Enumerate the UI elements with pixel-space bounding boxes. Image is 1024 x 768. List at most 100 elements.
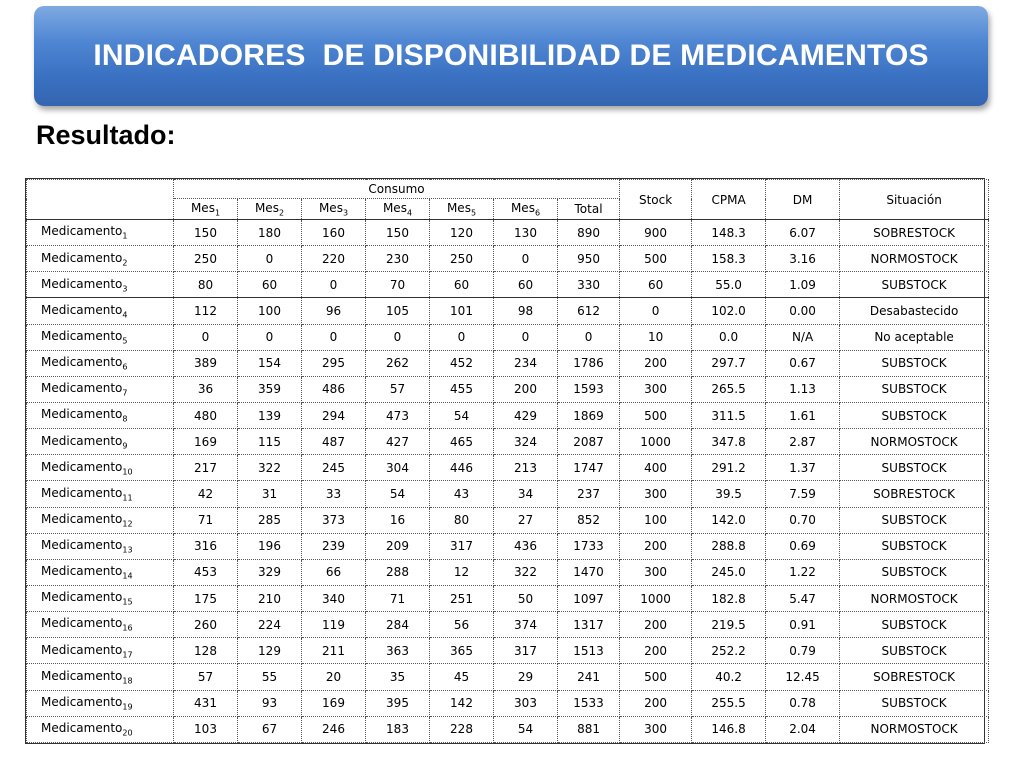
table-row: Medicamento10 217 322 245 304 446 213 1747 400 29… xyxy=(26,454,990,482)
medicine-name-cell: Medicamento5 xyxy=(26,323,174,351)
month-4-value: 230 xyxy=(365,245,430,273)
month-5-value: 455 xyxy=(429,375,494,403)
medicine-name-cell: Medicamento11 xyxy=(26,480,174,508)
situacion-value: NORMOSTOCK xyxy=(839,584,990,613)
total-value: 1593 xyxy=(556,375,621,403)
medicine-number: 12 xyxy=(122,519,133,529)
situacion-value: NORMOSTOCK xyxy=(839,715,990,744)
month-3-value: 340 xyxy=(301,584,366,613)
table-row: Medicamento13 316 196 239 209 317 436 1733 200 28… xyxy=(26,532,990,560)
month-2-value: 359 xyxy=(237,375,302,403)
medicine-number: 10 xyxy=(122,467,133,477)
dm-value: 1.09 xyxy=(765,271,841,299)
month-5-value: 60 xyxy=(429,271,494,299)
total-value: 852 xyxy=(556,506,621,534)
header-consumo: Consumo xyxy=(172,179,621,199)
month-3-value: 294 xyxy=(301,401,366,430)
month-4-value: 54 xyxy=(365,480,430,508)
cpma-value: 219.5 xyxy=(691,611,767,639)
cpma-value: 146.8 xyxy=(691,715,767,744)
medicine-name-cell: Medicamento7 xyxy=(26,375,174,403)
dm-value: 6.07 xyxy=(765,218,841,247)
month-4-value: 284 xyxy=(365,611,430,639)
month-2-value: 154 xyxy=(237,349,302,377)
month-6-value: 200 xyxy=(493,375,558,403)
month-6-value: 34 xyxy=(493,480,558,508)
stock-value: 1000 xyxy=(619,428,693,456)
month-3-value: 20 xyxy=(301,663,366,691)
total-value: 2087 xyxy=(556,428,621,456)
month-1-value: 36 xyxy=(173,375,238,403)
total-value: 612 xyxy=(556,297,621,325)
medicine-name: Medicamento xyxy=(41,564,123,579)
stock-value: 60 xyxy=(619,271,693,299)
medicine-name-cell: Medicamento9 xyxy=(26,428,174,456)
month-4-value: 304 xyxy=(365,454,430,482)
cpma-value: 39.5 xyxy=(691,480,767,508)
medicine-name-cell: Medicamento17 xyxy=(26,637,174,665)
medicine-name-cell: Medicamento1 xyxy=(26,218,174,247)
month-3-value: 0 xyxy=(301,271,366,299)
medicine-name: Medicamento xyxy=(41,276,123,291)
month-5-value: 54 xyxy=(429,401,494,430)
month-2-value: 285 xyxy=(237,506,302,534)
stock-value: 200 xyxy=(619,689,693,717)
header-month-number: 3 xyxy=(342,208,349,218)
medicine-name: Medicamento xyxy=(41,250,123,265)
dm-value: 1.61 xyxy=(765,401,841,430)
header-total: Total xyxy=(556,198,621,220)
table-row: Medicamento17 128 129 211 363 365 317 1513 200 25… xyxy=(26,637,990,665)
month-4-value: 209 xyxy=(365,532,430,560)
header-dm: DM xyxy=(765,179,841,220)
month-6-value: 27 xyxy=(493,506,558,534)
header-month-label: Mes xyxy=(318,200,343,215)
stock-value: 500 xyxy=(619,401,693,430)
situacion-value: SUBSTOCK xyxy=(839,271,990,299)
month-5-value: 251 xyxy=(429,584,494,613)
medicine-name: Medicamento xyxy=(41,433,123,448)
month-1-value: 175 xyxy=(173,584,238,613)
month-1-value: 260 xyxy=(173,611,238,639)
header-row-2: Mes1 Mes2 Mes3 Mes4 Mes5 Mes6 Total xyxy=(27,198,989,220)
medicine-number: 14 xyxy=(122,571,133,581)
medicine-name-cell: Medicamento14 xyxy=(26,558,174,586)
month-1-value: 480 xyxy=(173,401,238,430)
medicine-name-cell: Medicamento16 xyxy=(26,611,174,639)
stock-value: 300 xyxy=(619,558,693,586)
total-value: 1786 xyxy=(556,349,621,377)
cpma-value: 347.8 xyxy=(691,428,767,456)
cpma-value: 158.3 xyxy=(691,245,767,273)
month-2-value: 196 xyxy=(237,532,302,560)
medicine-name: Medicamento xyxy=(41,642,123,657)
medicine-number: 3 xyxy=(122,284,128,294)
table-row: Medicamento16 260 224 119 284 56 374 1317 200 219… xyxy=(26,611,990,639)
month-2-value: 93 xyxy=(237,689,302,717)
month-5-value: 446 xyxy=(429,454,494,482)
month-5-value: 120 xyxy=(429,218,494,247)
situacion-value: SUBSTOCK xyxy=(839,637,990,665)
month-2-value: 60 xyxy=(237,271,302,299)
medicines-availability-table: Consumo Stock CPMA DM Situación Mes1 Mes2… xyxy=(26,179,990,744)
dm-value: 2.87 xyxy=(765,428,841,456)
header-month-label: Mes xyxy=(382,200,407,215)
dm-value: 3.16 xyxy=(765,245,841,273)
medicine-name: Medicamento xyxy=(41,355,123,370)
month-1-value: 112 xyxy=(173,297,238,325)
medicine-name-cell: Medicamento19 xyxy=(26,689,174,717)
month-6-value: 29 xyxy=(493,663,558,691)
cpma-value: 55.0 xyxy=(691,271,767,299)
medicine-number: 9 xyxy=(122,440,128,450)
month-6-value: 50 xyxy=(493,584,558,613)
situacion-value: SUBSTOCK xyxy=(839,558,990,586)
table-row: Medicamento11 42 31 33 54 43 34 237 300 39.5 7.59 S… xyxy=(26,480,990,508)
month-6-value: 324 xyxy=(493,428,558,456)
table-row: Medicamento5 0 0 0 0 0 0 0 10 0.0 N/A No aceptable xyxy=(26,323,990,351)
month-1-value: 431 xyxy=(173,689,238,717)
month-4-value: 0 xyxy=(365,323,430,351)
stock-value: 500 xyxy=(619,245,693,273)
table-row: Medicamento18 57 55 20 35 45 29 241 500 40.2 12.45… xyxy=(26,663,990,691)
total-value: 1470 xyxy=(556,558,621,586)
total-value: 1869 xyxy=(556,401,621,430)
month-1-value: 250 xyxy=(173,245,238,273)
total-value: 950 xyxy=(556,245,621,273)
